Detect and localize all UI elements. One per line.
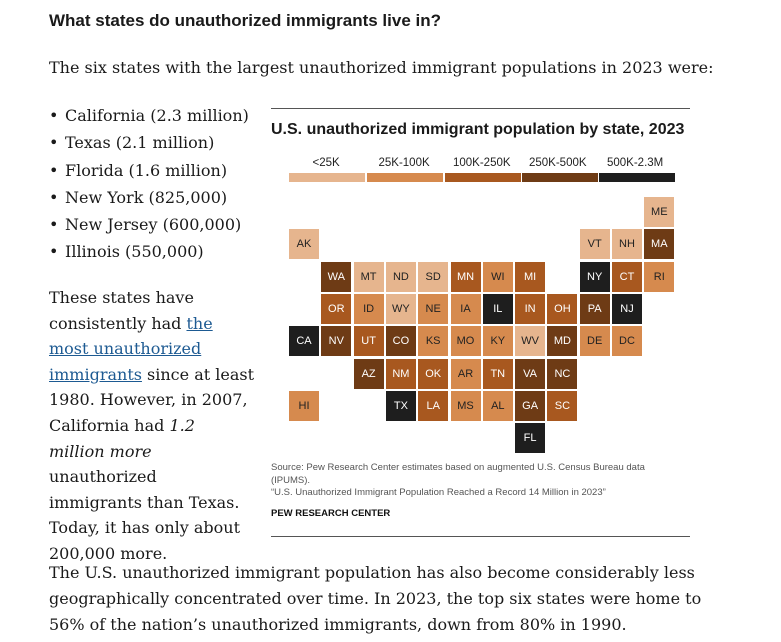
state-tile-or: OR — [321, 293, 352, 324]
state-tile-nc: NC — [547, 358, 578, 389]
legend-label: 25K-100K — [378, 157, 430, 169]
most-unauthorized-link[interactable]: the most unauthorized immigrants — [49, 313, 213, 384]
list-item-text: Texas (2.1 million) — [65, 133, 215, 153]
list-item-text: New Jersey (600,000) — [65, 215, 242, 235]
state-tile-me: ME — [644, 197, 675, 227]
bullet-icon: • — [49, 187, 59, 207]
list-item-text: New York (825,000) — [65, 187, 228, 207]
state-tile-ak: AK — [289, 229, 319, 260]
chart-credit: PEW RESEARCH CENTER — [271, 508, 391, 519]
chart-title: U.S. unauthorized immigrant population b… — [271, 121, 685, 138]
legend-label: 100K-250K — [453, 157, 511, 169]
list-item-text: Illinois (550,000) — [65, 242, 204, 262]
list-item-text: Florida (1.6 million) — [65, 160, 228, 180]
legend-swatch — [367, 173, 443, 182]
list-item: • New York (825,000) — [49, 184, 249, 211]
state-tile-ne: NE — [418, 293, 449, 324]
side-emphasis: 1.2 million more — [49, 415, 195, 461]
state-tile-va: VA — [515, 358, 546, 389]
state-tile-ma: MA — [644, 229, 675, 260]
state-tile-ga: GA — [515, 390, 546, 421]
list-item: • New Jersey (600,000) — [49, 211, 249, 238]
state-tile-ks: KS — [418, 326, 449, 357]
state-tile-ct: CT — [612, 261, 642, 292]
state-tile-pa: PA — [579, 293, 610, 324]
state-tile-sc: SC — [547, 390, 578, 421]
bullet-icon: • — [49, 106, 59, 125]
intro-paragraph: The six states with the largest unauthor… — [49, 58, 714, 77]
state-tile-nm: NM — [385, 358, 416, 389]
state-tile-ca: CA — [289, 326, 319, 357]
state-tile-in: IN — [515, 293, 546, 324]
state-tile-az: AZ — [353, 358, 384, 389]
state-tile-il: IL — [482, 293, 513, 324]
bullet-icon: • — [49, 133, 59, 153]
state-tile-de: DE — [579, 326, 610, 357]
state-tile-nj: NJ — [612, 293, 642, 324]
list-item: • Illinois (550,000) — [49, 238, 249, 265]
list-item: • Florida (1.6 million) — [49, 157, 249, 184]
state-tile-ky: KY — [482, 326, 513, 357]
state-tile-hi: HI — [289, 390, 319, 421]
top-states-list: • California (2.3 million) • Texas (2.1 mi… — [49, 102, 249, 266]
source-line: “U.S. Unauthorized Immigrant Population … — [271, 487, 606, 498]
legend-swatch — [599, 173, 675, 182]
legend-swatch — [445, 173, 521, 182]
state-tile-id: ID — [353, 293, 384, 324]
state-tile-wa: WA — [321, 261, 352, 292]
state-tile-tx: TX — [385, 390, 416, 421]
legend-swatch — [522, 173, 598, 182]
state-tile-vt: VT — [579, 229, 610, 260]
state-tile-dc: DC — [612, 326, 642, 357]
list-item: • Texas (2.1 million) — [49, 129, 249, 156]
list-item: • California (2.3 million) — [49, 102, 249, 129]
side-paragraph: These states have consistently had the m… — [49, 285, 254, 567]
bullet-icon: • — [49, 160, 59, 180]
state-tile-ar: AR — [450, 358, 481, 389]
section-heading: What states do unauthorized immigrants l… — [49, 11, 441, 30]
state-tile-tn: TN — [482, 358, 513, 389]
bottom-paragraph: The U.S. unauthorized immigrant populati… — [49, 563, 702, 634]
legend-label: 250K-500K — [529, 157, 587, 169]
chart-figure: U.S. unauthorized immigrant population b… — [271, 108, 690, 537]
state-tile-wi: WI — [482, 261, 513, 292]
side-text-1: These states have consistently had — [49, 288, 194, 333]
side-text-3: unauthorized immigrants than Texas. Toda… — [49, 467, 241, 563]
state-tile-mi: MI — [515, 261, 546, 292]
state-tile-nd: ND — [385, 261, 416, 292]
chart-source: Source: Pew Research Center estimates ba… — [271, 462, 681, 500]
state-tile-md: MD — [547, 326, 578, 357]
state-tile-fl: FL — [515, 423, 546, 454]
legend-label: 500K-2.3M — [607, 157, 664, 169]
state-tile-wy: WY — [385, 293, 416, 324]
state-tile-nh: NH — [612, 229, 642, 260]
list-item-text: California (2.3 million) — [65, 106, 249, 125]
state-tile-al: AL — [482, 390, 513, 421]
legend-swatch — [289, 173, 365, 182]
legend-label: <25K — [312, 157, 340, 169]
state-tile-ms: MS — [450, 390, 481, 421]
state-tile-mo: MO — [450, 326, 481, 357]
state-tile-oh: OH — [547, 293, 578, 324]
state-tile-mn: MN — [450, 261, 481, 292]
state-tile-ok: OK — [418, 358, 449, 389]
state-tile-co: CO — [385, 326, 416, 357]
side-text-2: since at least 1980. However, in 2007, C… — [49, 364, 255, 435]
state-tile-ri: RI — [644, 261, 675, 292]
bullet-icon: • — [49, 242, 59, 262]
bullet-icon: • — [49, 215, 59, 235]
state-tile-la: LA — [418, 390, 449, 421]
state-tile-mt: MT — [353, 261, 384, 292]
state-tile-nv: NV — [321, 326, 352, 357]
source-line: Source: Pew Research Center estimates ba… — [271, 462, 645, 486]
state-tile-sd: SD — [418, 261, 449, 292]
state-tile-ia: IA — [450, 293, 481, 324]
state-tile-ut: UT — [353, 326, 384, 357]
state-tile-wv: WV — [515, 326, 546, 357]
state-tile-ny: NY — [579, 261, 610, 292]
